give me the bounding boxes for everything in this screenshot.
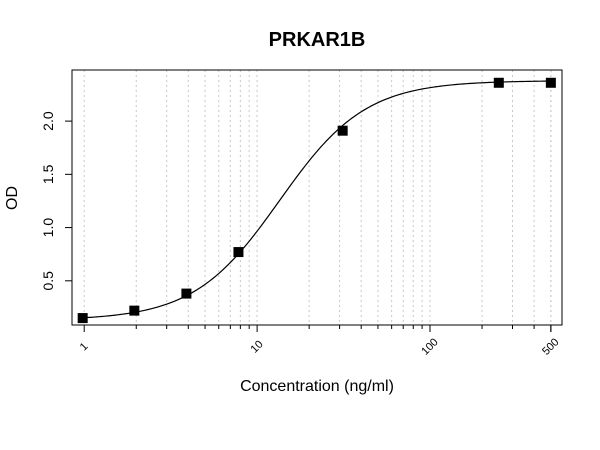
- data-point: [233, 247, 244, 258]
- y-tick-label: 1.5: [40, 164, 56, 184]
- y-tick-label: 2.0: [40, 111, 56, 131]
- fit-curve: [82, 80, 551, 319]
- plot-frame: [71, 69, 563, 326]
- x-tick-label: 500: [540, 336, 561, 357]
- data-point: [77, 313, 88, 324]
- grid: [83, 70, 552, 325]
- x-axis: 1 10 100 500: [78, 325, 562, 358]
- data-point: [545, 77, 556, 88]
- x-axis-label: Concentration (ng/ml): [240, 378, 394, 395]
- fit-curve-layer: [82, 80, 551, 319]
- data-point: [493, 77, 504, 88]
- y-axis: 0.5 1.0 1.5 2.0: [40, 111, 72, 291]
- data-point: [181, 288, 192, 299]
- x-tick-label: 10: [249, 338, 266, 355]
- y-axis-label: OD: [4, 186, 21, 210]
- chart-title: PRKAR1B: [269, 29, 366, 51]
- y-tick-label: 1.0: [40, 218, 56, 238]
- y-tick-label: 0.5: [40, 271, 56, 291]
- data-points: [77, 77, 556, 324]
- x-tick-label: 1: [78, 341, 91, 354]
- data-point: [129, 305, 140, 316]
- data-point: [337, 125, 348, 136]
- x-tick-label: 100: [419, 336, 440, 357]
